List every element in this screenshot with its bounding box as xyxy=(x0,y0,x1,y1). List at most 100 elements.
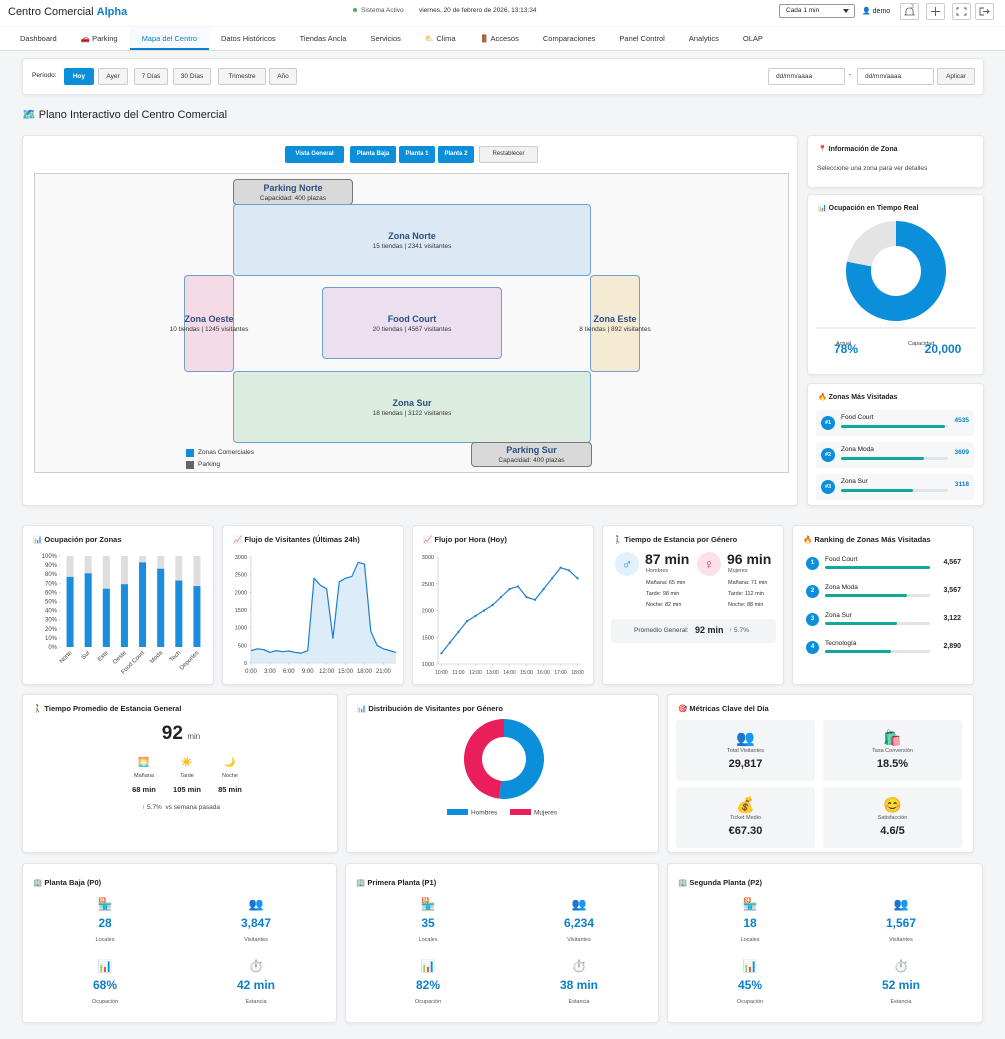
map-zone[interactable]: Parking Norte Capacidad: 400 plazas xyxy=(233,179,353,205)
rank-value: 2,890 xyxy=(943,643,961,650)
stat-icon: 📊 xyxy=(742,959,758,973)
user: 👤 demo xyxy=(862,8,891,15)
refresh-select[interactable]: Cada 1 min xyxy=(779,4,855,18)
view-button[interactable]: Planta Baja xyxy=(350,146,396,163)
x-tick-label: 0:00 xyxy=(245,669,257,675)
date-input[interactable]: dd/mm/aaaa xyxy=(857,68,934,85)
metric-value: €67.30 xyxy=(728,825,763,837)
stat-icon: 📊 xyxy=(420,959,436,973)
metric-box: 👥 Total Visitantes 29,817 xyxy=(676,720,815,781)
y-tick-label: 70% xyxy=(45,581,58,587)
refresh-value: Cada 1 min xyxy=(786,7,820,14)
header: Centro Comercial Alpha Sistema Activo vi… xyxy=(0,0,1005,26)
x-tick-label: 16:00 xyxy=(537,670,550,676)
nav-tab[interactable]: Tiendas Ancla xyxy=(299,34,347,43)
period-value: 85 min xyxy=(218,785,242,794)
rank-badge: #3 xyxy=(821,480,835,494)
nav-tab[interactable]: 🚗 Parking xyxy=(80,34,118,43)
notifications-button[interactable]: 3 xyxy=(900,3,919,20)
map-zone[interactable]: Zona Este 8 tiendas | 892 visitantes xyxy=(579,275,651,372)
map-zone[interactable]: Zona Oeste 10 tiendas | 1245 visitantes xyxy=(170,275,248,372)
bar xyxy=(175,580,183,647)
zone-detail: 18 tiendas | 3122 visitantes xyxy=(372,409,452,417)
line-marker xyxy=(457,630,460,633)
select-arrow xyxy=(843,9,849,16)
stat-label: Visitantes xyxy=(889,937,913,943)
map-zone[interactable]: Zona Sur 18 tiendas | 3122 visitantes xyxy=(233,371,591,443)
card-title: 🎯 Métricas Clave del Día xyxy=(678,704,769,713)
map-zone[interactable]: Zona Norte 15 tiendas | 2341 visitantes xyxy=(233,204,591,276)
nav-tab[interactable]: ⛅ Clima xyxy=(424,34,456,43)
nav-tab[interactable]: Panel Control xyxy=(619,34,665,43)
x-tick-label: Norte xyxy=(59,650,74,665)
x-tick-label: Este xyxy=(97,650,110,663)
map-zone[interactable]: Food Court 20 tiendas | 4567 visitantes xyxy=(322,287,502,359)
card-title: 🏢 Planta Baja (P0) xyxy=(33,878,102,887)
logout-button[interactable] xyxy=(975,3,994,20)
change-value: ↑ 5.7% xyxy=(141,804,162,811)
view-button[interactable]: Vista General xyxy=(285,146,344,163)
nav-tab[interactable]: Mapa del Centro xyxy=(129,27,210,50)
card-title: 🏢 Primera Planta (P1) xyxy=(356,878,437,887)
line-area xyxy=(251,562,396,663)
settings-button[interactable] xyxy=(926,3,945,20)
card-title: 🚶 Tiempo de Estancia por Género xyxy=(613,535,738,544)
period-button[interactable]: 30 Días xyxy=(173,68,211,85)
nav-tab[interactable]: 🚪 Accesos xyxy=(479,34,519,43)
bar xyxy=(120,584,128,647)
period-button[interactable]: 7 Días xyxy=(134,68,168,85)
gender-detail: Noche: 82 min xyxy=(646,602,682,608)
bar xyxy=(84,573,92,647)
period-button[interactable]: Ayer xyxy=(98,68,128,85)
nav-tab[interactable]: OLAP xyxy=(742,34,763,43)
bar xyxy=(157,568,165,647)
fullscreen-button[interactable] xyxy=(952,3,971,20)
reset-button[interactable]: Restablecer xyxy=(479,146,538,163)
stat-label: Visitantes xyxy=(244,937,268,943)
progress-bar xyxy=(841,457,924,460)
y-tick-label: 1500 xyxy=(422,635,434,641)
metric-value: 4.6/5 xyxy=(880,825,905,837)
zone-name: Parking Sur xyxy=(506,445,557,455)
floor-card: 🏢 Planta Baja (P0) 🏪 28 Locales 👥 3,847 Visita… xyxy=(22,863,337,1023)
rank-badge: 1 xyxy=(806,557,819,570)
nav-tab[interactable]: Servicios xyxy=(370,34,401,43)
period-value: 105 min xyxy=(173,785,201,794)
apply-button[interactable]: Aplicar xyxy=(937,68,975,85)
card-title: 📈 Flujo de Visitantes (Últimas 24h) xyxy=(233,535,360,544)
card-title: 📊 Distribución de Visitantes por Género xyxy=(357,704,503,713)
y-tick-label: 30% xyxy=(45,618,58,624)
view-button[interactable]: Planta 1 xyxy=(399,146,435,163)
date-input[interactable]: dd/mm/aaaa xyxy=(768,68,845,85)
nav-tab[interactable]: Analytics xyxy=(688,34,719,43)
line-marker xyxy=(559,566,562,569)
map-zone[interactable]: Parking Sur Capacidad: 400 plazas xyxy=(471,442,592,467)
date-placeholder: dd/mm/aaaa xyxy=(776,73,813,80)
period-button[interactable]: Hoy xyxy=(64,68,94,85)
x-tick-label: Oeste xyxy=(112,650,128,666)
nav-tab[interactable]: Comparaciones xyxy=(542,34,596,43)
gender-detail: Tarde: 112 min xyxy=(728,591,764,597)
average-value: 92 min xyxy=(695,625,724,635)
average-change: ↑ 5.7% xyxy=(729,627,749,634)
nav-tab[interactable]: Dashboard xyxy=(20,34,57,43)
gender-label: Mujeres xyxy=(728,568,748,574)
y-tick-label: 1500 xyxy=(235,608,247,614)
filter-bar: Período: Hoy Ayer 7 Días 30 Días Trimestre Añ… xyxy=(22,58,984,95)
zone-detail: Capacidad: 400 plazas xyxy=(498,457,565,464)
period-button[interactable]: Trimestre xyxy=(218,68,266,85)
gender-detail: Mañana: 65 min xyxy=(646,580,686,586)
average-label: Promedio General: xyxy=(634,627,689,634)
status: Sistema Activo xyxy=(361,7,404,14)
view-button[interactable]: Planta 2 xyxy=(438,146,474,163)
y-tick-label: 100% xyxy=(42,554,58,560)
element xyxy=(956,7,967,16)
stat-icon: ⏱️ xyxy=(571,959,587,973)
period-button[interactable]: Año xyxy=(269,68,297,85)
gender-value: 87 min xyxy=(645,551,690,567)
zone-value: 3609 xyxy=(954,449,969,456)
bell xyxy=(904,7,915,16)
nav-tab[interactable]: Datos Históricos xyxy=(221,34,276,43)
x-tick-label: 18:00 xyxy=(571,670,584,676)
